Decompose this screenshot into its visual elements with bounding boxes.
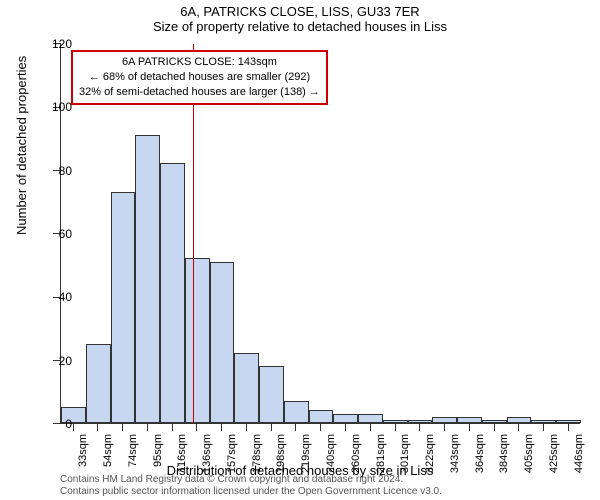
- histogram-bar: [284, 401, 309, 423]
- histogram-bar: [135, 135, 160, 423]
- x-tick: [469, 423, 470, 431]
- x-tick: [122, 423, 123, 431]
- y-tick-label: 0: [65, 417, 72, 431]
- y-tick-label: 80: [59, 164, 72, 178]
- x-tick: [196, 423, 197, 431]
- x-tick: [543, 423, 544, 431]
- y-tick: [53, 423, 61, 424]
- y-tick-label: 60: [59, 227, 72, 241]
- x-tick: [345, 423, 346, 431]
- histogram-bar: [259, 366, 284, 423]
- histogram-bar: [86, 344, 111, 423]
- footer-line-2: Contains public sector information licen…: [60, 486, 442, 498]
- x-tick: [172, 423, 173, 431]
- x-tick: [295, 423, 296, 431]
- plot-region: 33sqm54sqm74sqm95sqm116sqm136sqm157sqm17…: [60, 44, 580, 424]
- footer-line-1: Contains HM Land Registry data © Crown c…: [60, 474, 442, 486]
- x-tick: [221, 423, 222, 431]
- x-tick: [320, 423, 321, 431]
- histogram-bar: [185, 258, 210, 423]
- x-tick: [568, 423, 569, 431]
- x-tick: [271, 423, 272, 431]
- histogram-bar: [111, 192, 136, 423]
- x-tick: [494, 423, 495, 431]
- histogram-bar: [210, 262, 235, 424]
- chart-subtitle: Size of property relative to detached ho…: [0, 19, 600, 34]
- histogram-bar: [333, 414, 358, 424]
- x-tick: [395, 423, 396, 431]
- y-tick-label: 120: [52, 37, 72, 51]
- x-tick: [97, 423, 98, 431]
- x-tick: [370, 423, 371, 431]
- y-axis-label: Number of detached properties: [14, 56, 29, 235]
- histogram-bar: [309, 410, 334, 423]
- footer: Contains HM Land Registry data © Crown c…: [60, 474, 442, 498]
- annotation-line: ← 68% of detached houses are smaller (29…: [79, 70, 320, 85]
- annotation-line: 6A PATRICKS CLOSE: 143sqm: [79, 55, 320, 70]
- x-tick: [518, 423, 519, 431]
- y-tick-label: 20: [59, 354, 72, 368]
- x-tick: [444, 423, 445, 431]
- y-tick-label: 40: [59, 290, 72, 304]
- x-tick: [246, 423, 247, 431]
- x-tick: [73, 423, 74, 431]
- histogram-bar: [160, 163, 185, 423]
- chart-header: 6A, PATRICKS CLOSE, LISS, GU33 7ER Size …: [0, 0, 600, 34]
- chart-title: 6A, PATRICKS CLOSE, LISS, GU33 7ER: [0, 4, 600, 19]
- annotation-line: 32% of semi-detached houses are larger (…: [79, 85, 320, 100]
- annotation-box: 6A PATRICKS CLOSE: 143sqm← 68% of detach…: [71, 50, 328, 105]
- y-tick-label: 100: [52, 100, 72, 114]
- histogram-bar: [358, 414, 383, 424]
- histogram-bar: [234, 353, 259, 423]
- x-tick: [419, 423, 420, 431]
- chart-area: 33sqm54sqm74sqm95sqm116sqm136sqm157sqm17…: [60, 44, 580, 424]
- x-tick: [147, 423, 148, 431]
